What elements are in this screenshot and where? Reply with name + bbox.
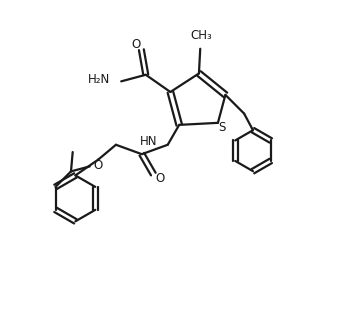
Text: H₂N: H₂N	[88, 73, 110, 87]
Text: CH₃: CH₃	[190, 29, 212, 42]
Text: HN: HN	[140, 136, 158, 149]
Text: S: S	[219, 121, 226, 134]
Text: O: O	[131, 38, 141, 51]
Text: O: O	[156, 172, 165, 185]
Text: O: O	[94, 159, 103, 172]
